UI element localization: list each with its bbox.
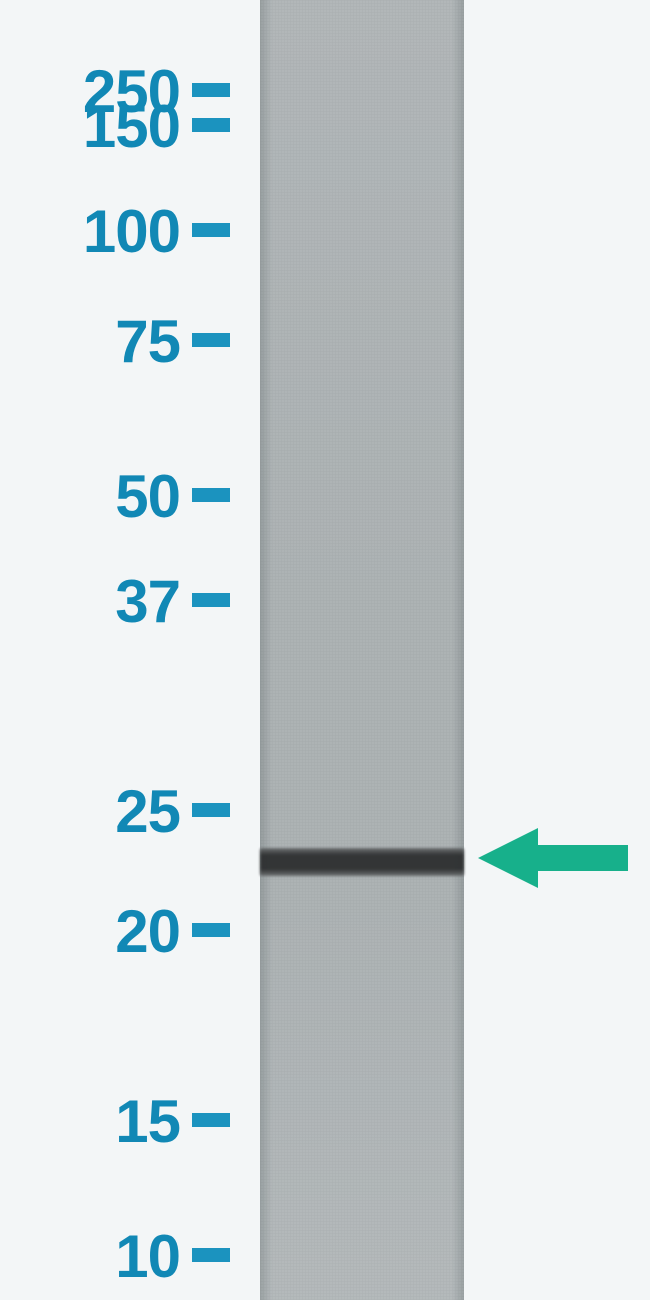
mw-marker-tick: [192, 118, 230, 132]
arrow-head-icon: [478, 828, 538, 888]
mw-marker-tick: [192, 1248, 230, 1262]
mw-marker-label: 37: [115, 567, 180, 636]
mw-marker-label: 20: [115, 897, 180, 966]
arrow-shaft: [538, 845, 628, 871]
mw-marker-tick: [192, 593, 230, 607]
mw-marker-label: 100: [83, 197, 180, 266]
mw-marker-tick: [192, 333, 230, 347]
blot-lane: [260, 0, 464, 1300]
band-indicator-arrow: [478, 828, 628, 888]
mw-marker-tick: [192, 223, 230, 237]
mw-marker-tick: [192, 923, 230, 937]
mw-marker-tick: [192, 1113, 230, 1127]
western-blot-figure: 25015010075503725201510: [0, 0, 650, 1300]
mw-marker-tick: [192, 83, 230, 97]
mw-marker-tick: [192, 488, 230, 502]
mw-marker-label: 15: [115, 1087, 180, 1156]
mw-marker-tick: [192, 803, 230, 817]
protein-band: [260, 848, 464, 876]
lane-noise: [260, 0, 464, 1300]
mw-marker-label: 75: [115, 307, 180, 376]
mw-marker-label: 25: [115, 777, 180, 846]
mw-marker-label: 150: [83, 92, 180, 161]
mw-marker-label: 10: [115, 1222, 180, 1291]
mw-marker-label: 50: [115, 462, 180, 531]
